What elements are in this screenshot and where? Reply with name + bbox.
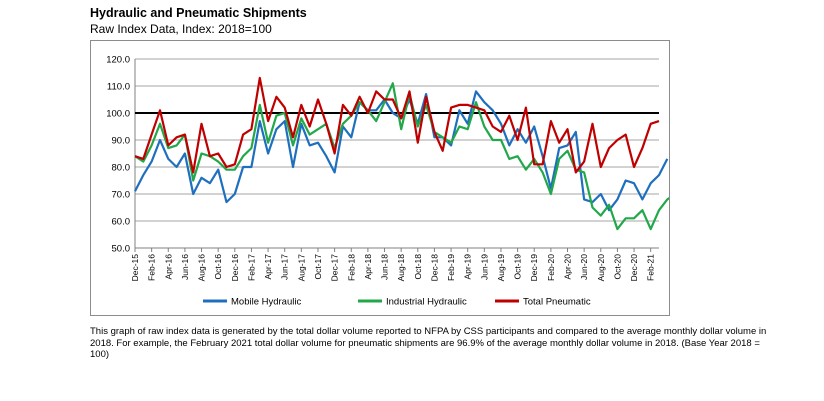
x-tick-label: Dec-20 xyxy=(629,254,639,282)
x-tick-label: Dec-17 xyxy=(330,254,340,282)
x-tick-label: Jun-16 xyxy=(180,254,190,280)
y-tick-label: 60.0 xyxy=(112,217,131,228)
x-tick-label: Jun-17 xyxy=(280,254,290,280)
legend-label-mobile-hydraulic: Mobile Hydraulic xyxy=(231,297,301,308)
y-tick-label: 90.0 xyxy=(112,136,131,147)
x-tick-label: Feb-20 xyxy=(546,254,556,281)
series-line-industrial-hydraulic xyxy=(134,82,669,231)
x-tick-label: Dec-15 xyxy=(130,254,140,282)
x-tick-label: Dec-18 xyxy=(429,254,439,282)
x-tick-label: Apr-20 xyxy=(563,254,573,280)
x-tick-label: Apr-17 xyxy=(263,254,273,280)
x-tick-label: Dec-19 xyxy=(529,254,539,282)
x-tick-label: Oct-20 xyxy=(612,254,622,280)
x-tick-label: Jun-19 xyxy=(479,254,489,280)
line-chart: 50.0 60.0 70.0 80.0 90.0 100.0 110.0 120.0 Dec-1… xyxy=(106,55,669,308)
x-tick-label: Aug-17 xyxy=(296,254,306,282)
x-tick-label: Oct-16 xyxy=(213,254,223,280)
legend-label-total-pneumatic: Total Pneumatic xyxy=(523,297,591,308)
chart-caption: This graph of raw index data is generate… xyxy=(90,326,767,360)
x-tick-label: Aug-19 xyxy=(496,254,506,282)
x-tick-label: Oct-17 xyxy=(313,254,323,280)
legend-label-industrial-hydraulic: Industrial Hydraulic xyxy=(386,297,467,308)
chart-title: Hydraulic and Pneumatic Shipments xyxy=(90,6,307,20)
y-tick-label: 70.0 xyxy=(112,190,131,201)
x-tick-label: Apr-19 xyxy=(463,254,473,280)
x-tick-label: Feb-17 xyxy=(246,254,256,281)
chart-frame: 50.0 60.0 70.0 80.0 90.0 100.0 110.0 120.0 Dec-1… xyxy=(90,40,670,316)
x-tick-label: Feb-19 xyxy=(446,254,456,281)
y-tick-label: 100.0 xyxy=(106,109,130,120)
x-tick-label: Aug-20 xyxy=(596,254,606,282)
x-tick-label: Jun-18 xyxy=(380,254,390,280)
y-tick-label: 80.0 xyxy=(112,163,131,174)
x-tick-label: Oct-18 xyxy=(413,254,423,280)
x-tick-label: Feb-21 xyxy=(646,254,656,281)
x-tick-label: Oct-19 xyxy=(513,254,523,280)
x-tick-label: Feb-16 xyxy=(147,254,157,281)
x-tick-label: Aug-16 xyxy=(197,254,207,282)
chart-subtitle: Raw Index Data, Index: 2018=100 xyxy=(90,22,272,36)
y-tick-label: 120.0 xyxy=(106,55,130,66)
y-tick-label: 110.0 xyxy=(107,82,130,93)
x-tick-label: Apr-16 xyxy=(163,254,173,280)
x-tick-label: Dec-16 xyxy=(230,254,240,282)
x-tick-label: Jun-20 xyxy=(579,254,589,280)
y-tick-label: 50.0 xyxy=(112,244,131,255)
x-tick-label: Feb-18 xyxy=(346,254,356,281)
x-tick-label: Apr-18 xyxy=(363,254,373,280)
series-line-total-pneumatic xyxy=(134,76,660,174)
x-tick-label: Aug-18 xyxy=(396,254,406,282)
